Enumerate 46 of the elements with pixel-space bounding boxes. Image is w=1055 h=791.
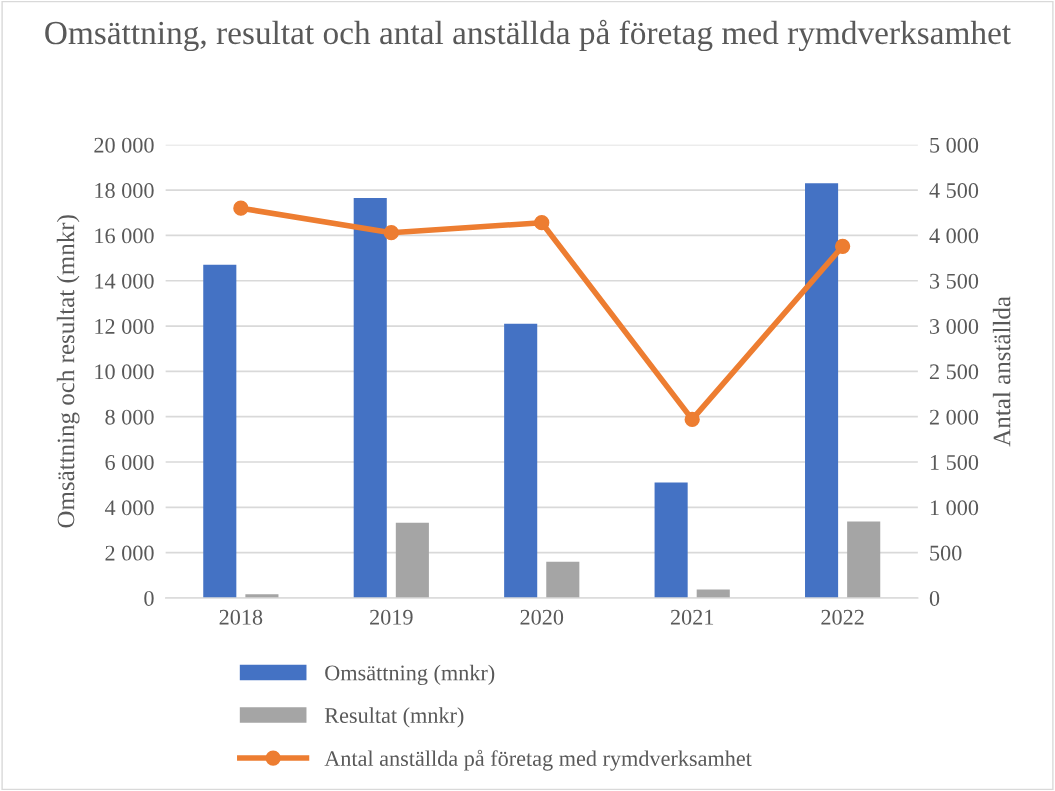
y-tick-label: 2 000: [105, 545, 154, 561]
y-axis-title: Omsättning och resultat (mnkr): [56, 215, 80, 528]
y2-axis-title: Antal anställda: [992, 296, 1011, 447]
point: [684, 411, 700, 428]
y-tick-label: 20 000: [94, 137, 154, 153]
bar: [504, 323, 538, 598]
chart-title: Omsättning, resultat och antal anställda på företag med rymdverksamhet: [45, 19, 1011, 52]
legend-label: Resultat (mnkr): [324, 707, 464, 728]
y-tick-label: 4 000: [104, 500, 154, 516]
y-tick-label: 14 000: [95, 273, 154, 289]
y2-tick-label: 4 500: [929, 183, 979, 199]
y-tick-label: 10 000: [95, 364, 154, 380]
point: [233, 200, 249, 216]
x-tick-label: 2022: [821, 609, 864, 625]
legend-label: Antal anställda på företag med rymdverksamhet: [324, 749, 752, 771]
bar: [546, 561, 580, 598]
y2-tick-label: 1 500: [930, 454, 979, 470]
point: [534, 215, 550, 231]
x-tick-label: 2020: [520, 609, 564, 625]
y-tick-label: 8 000: [105, 409, 154, 425]
x-tick-label: 2018: [219, 609, 263, 625]
bar: [654, 482, 688, 598]
y2-tick-label: 5 000: [930, 137, 979, 153]
bar: [353, 198, 387, 598]
x-tick-label: 2021: [670, 609, 714, 625]
y2-tick-label: 0: [929, 590, 940, 606]
legend-label: Omsättning (mnkr): [325, 664, 495, 686]
y2-tick-label: 4 000: [929, 228, 979, 244]
y-tick-label: 0: [144, 590, 154, 606]
y2-tick-label: 2 000: [929, 409, 979, 425]
bar: [847, 521, 881, 598]
y-tick-label: 6 000: [105, 454, 154, 470]
y2-tick-label: 2 500: [929, 364, 979, 380]
y-tick-label: 16 000: [95, 228, 154, 244]
bar: [395, 522, 429, 598]
x-tick-label: 2019: [370, 609, 413, 625]
point: [834, 238, 851, 254]
point: [383, 225, 399, 241]
bar: [805, 183, 839, 598]
y2-tick-label: 500: [930, 545, 962, 561]
y-tick-label: 12 000: [95, 318, 154, 334]
bar: [203, 264, 237, 598]
y2-tick-label: 1 000: [930, 500, 979, 516]
y-tick-label: 18 000: [95, 183, 154, 199]
y2-tick-label: 3 000: [930, 318, 979, 334]
y2-tick-label: 3 500: [930, 273, 979, 289]
